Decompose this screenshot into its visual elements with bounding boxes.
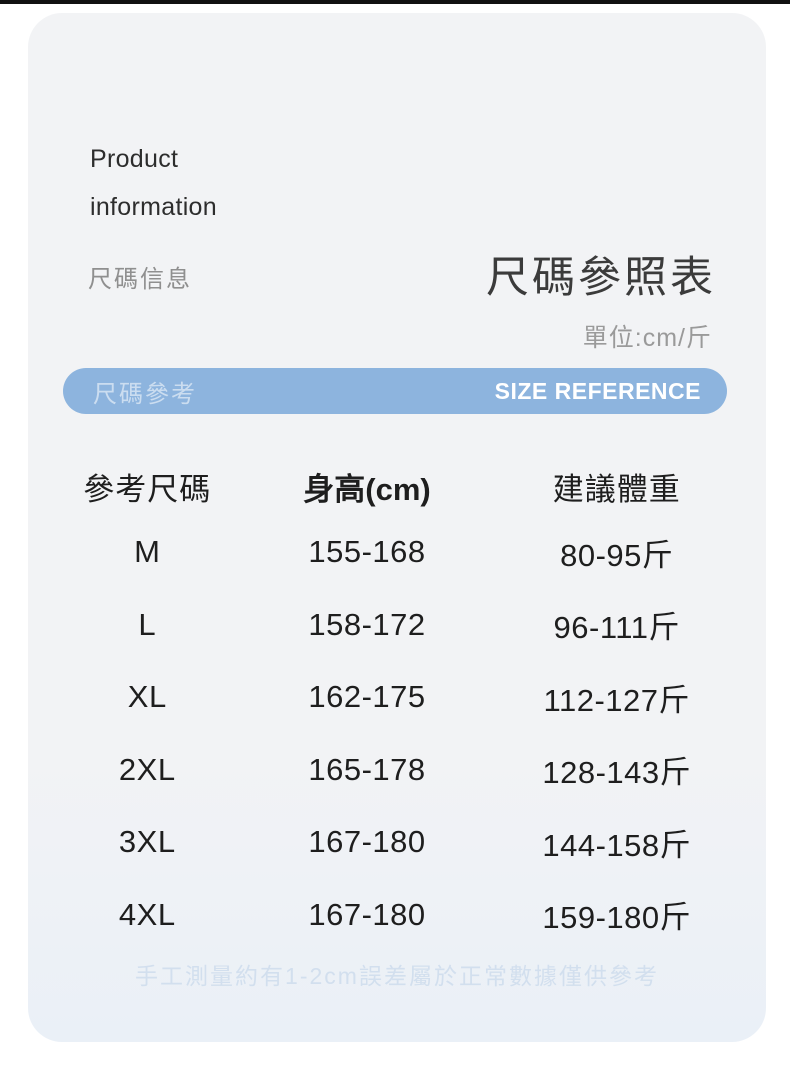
- table-row: M 155-168 80-95斤: [64, 516, 730, 589]
- table-row: 2XL 165-178 128-143斤: [64, 734, 730, 807]
- height-cell: 162-175: [308, 679, 426, 715]
- size-reference-banner: 尺碼參考 SIZE REFERENCE: [63, 368, 727, 414]
- brand-heading: Product information: [90, 135, 217, 231]
- measurement-disclaimer: 手工測量約有1-2cm誤差屬於正常數據僅供參考: [135, 963, 659, 989]
- height-cell: 155-168: [308, 534, 426, 570]
- size-cell: M: [134, 534, 161, 570]
- brand-line2: information: [90, 193, 217, 221]
- table-row: L 158-172 96-111斤: [64, 589, 730, 662]
- banner-label-en: SIZE REFERENCE: [494, 377, 701, 404]
- page-title: 尺碼參照表: [486, 254, 716, 302]
- table-row: XL 162-175 112-127斤: [64, 661, 730, 734]
- size-cell: XL: [127, 679, 167, 715]
- weight-cell: 144-158斤: [542, 827, 692, 863]
- size-cell: L: [138, 606, 157, 642]
- unit-note: 單位:cm/斤: [582, 324, 712, 352]
- top-border-strip: [0, 0, 790, 4]
- weight-cell: 80-95斤: [560, 537, 674, 573]
- banner-label-zh: 尺碼參考: [93, 380, 197, 408]
- weight-cell: 112-127斤: [543, 682, 690, 718]
- column-header-size: 參考尺碼: [83, 471, 212, 507]
- column-header-height: 身高(cm): [303, 471, 431, 507]
- weight-cell: 159-180斤: [542, 900, 692, 936]
- weight-cell: 96-111斤: [553, 610, 680, 646]
- table-body: M 155-168 80-95斤 L 158-172 96-111斤 XL 16…: [64, 516, 730, 951]
- height-cell: 165-178: [308, 751, 426, 787]
- weight-cell: 128-143斤: [542, 755, 692, 791]
- height-cell: 158-172: [308, 606, 426, 642]
- table-row: 4XL 167-180 159-180斤: [64, 879, 730, 952]
- size-info-subtitle: 尺碼信息: [88, 266, 192, 293]
- size-cell: 3XL: [118, 824, 176, 860]
- column-header-weight: 建議體重: [552, 471, 681, 507]
- height-cell: 167-180: [308, 824, 426, 860]
- brand-line1: Product: [90, 145, 179, 173]
- size-cell: 4XL: [118, 896, 176, 932]
- table-row: 3XL 167-180 144-158斤: [64, 806, 730, 879]
- size-cell: 2XL: [118, 751, 176, 787]
- size-reference-table: 參考尺碼 身高(cm) 建議體重 M 155-168 80-95斤 L 158-…: [64, 456, 730, 951]
- height-cell: 167-180: [308, 896, 426, 932]
- size-info-card: Product information 尺碼信息 尺碼參照表 單位:cm/斤 尺…: [28, 13, 766, 1042]
- table-header-row: 參考尺碼 身高(cm) 建議體重: [64, 456, 730, 516]
